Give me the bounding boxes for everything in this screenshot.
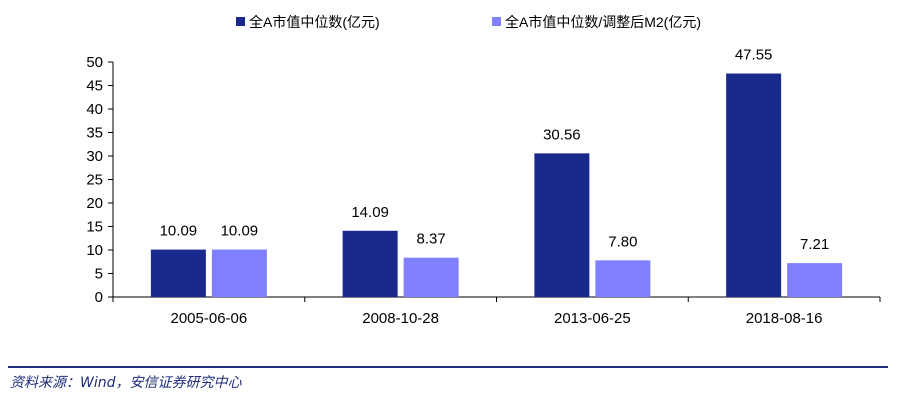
bar-value-label: 14.09: [351, 204, 389, 221]
bars: [150, 73, 843, 297]
source-note: 资料来源：Wind，安信证券研究中心: [10, 375, 242, 391]
y-tick-label: 0: [95, 289, 103, 306]
legend: 全A市值中位数(亿元) 全A市值中位数/调整后M2(亿元): [236, 14, 701, 30]
data-labels: 10.09 14.09 30.56 47.55 10.09 8.37 7.80 7.21: [160, 47, 830, 254]
y-tick-label: 30: [86, 148, 103, 165]
y-tick-label: 35: [86, 125, 103, 142]
legend-swatch-2: [492, 17, 501, 26]
y-axis: 0 5 10 15 20 25 30 35 40 45 50: [86, 54, 114, 306]
y-tick-label: 45: [86, 78, 103, 95]
bar-value-label: 7.21: [800, 236, 829, 253]
legend-label-2: 全A市值中位数/调整后M2(亿元): [505, 14, 701, 30]
y-tick-label: 40: [86, 101, 103, 118]
y-tick-label: 20: [86, 195, 103, 212]
bar-value-label: 10.09: [160, 223, 198, 240]
x-category-label: 2013-06-25: [554, 310, 631, 327]
bar-value-label: 47.55: [735, 47, 773, 64]
x-category-label: 2008-10-28: [362, 310, 439, 327]
bar-chart: 全A市值中位数(亿元) 全A市值中位数/调整后M2(亿元) 0 5 10 15 20 25 3…: [86, 14, 881, 327]
bar-series-1: [534, 153, 590, 297]
bar-series-2: [787, 263, 843, 297]
bar-series-2: [403, 257, 459, 297]
bar-value-label: 7.80: [608, 233, 637, 250]
bar-series-1: [342, 230, 398, 297]
bar-series-2: [595, 260, 651, 297]
bar-series-2: [211, 249, 267, 297]
source-divider: [8, 366, 888, 368]
y-tick-label: 50: [86, 54, 103, 71]
y-tick-label: 15: [86, 219, 103, 236]
y-tick-label: 5: [95, 266, 103, 283]
y-tick-label: 10: [86, 242, 103, 259]
bar-series-1: [726, 73, 782, 297]
legend-label-1: 全A市值中位数(亿元): [249, 14, 380, 30]
y-tick-label: 25: [86, 172, 103, 189]
bar-value-label: 10.09: [221, 223, 259, 240]
bar-value-label: 8.37: [417, 231, 446, 248]
bar-value-label: 30.56: [543, 126, 581, 143]
x-category-label: 2018-08-16: [746, 310, 823, 327]
x-axis: 2005-06-06 2008-10-28 2013-06-25 2018-08-16: [112, 296, 881, 327]
x-category-label: 2005-06-06: [171, 310, 248, 327]
bar-series-1: [150, 249, 206, 297]
legend-swatch-1: [236, 17, 245, 26]
